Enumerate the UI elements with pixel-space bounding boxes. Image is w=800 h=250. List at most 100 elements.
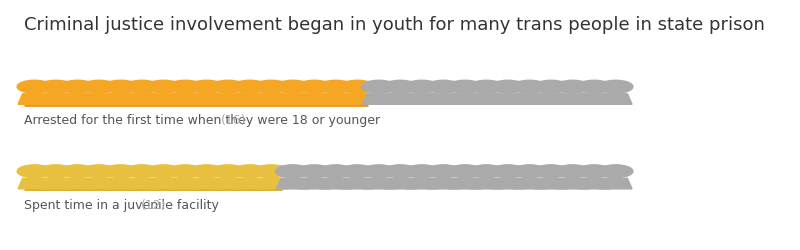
Polygon shape	[513, 94, 546, 104]
Polygon shape	[18, 178, 51, 189]
Circle shape	[340, 165, 374, 178]
Circle shape	[168, 80, 202, 93]
Circle shape	[469, 80, 504, 93]
Circle shape	[447, 165, 482, 178]
Polygon shape	[147, 178, 180, 189]
Circle shape	[211, 80, 246, 93]
Polygon shape	[39, 178, 73, 189]
Circle shape	[512, 165, 547, 178]
Circle shape	[103, 80, 138, 93]
Polygon shape	[104, 94, 137, 104]
Polygon shape	[61, 178, 94, 189]
Polygon shape	[234, 94, 266, 104]
Circle shape	[17, 80, 52, 93]
Polygon shape	[341, 94, 374, 104]
Circle shape	[232, 165, 267, 178]
Circle shape	[125, 80, 159, 93]
Polygon shape	[255, 178, 288, 189]
Circle shape	[275, 165, 310, 178]
Polygon shape	[384, 178, 417, 189]
Circle shape	[190, 80, 224, 93]
Polygon shape	[104, 178, 137, 189]
Polygon shape	[362, 94, 395, 104]
Circle shape	[254, 165, 289, 178]
Circle shape	[340, 80, 374, 93]
Polygon shape	[578, 94, 610, 104]
Polygon shape	[126, 94, 158, 104]
Circle shape	[297, 80, 332, 93]
Circle shape	[490, 80, 526, 93]
Polygon shape	[298, 178, 330, 189]
Circle shape	[512, 80, 547, 93]
Polygon shape	[449, 94, 482, 104]
Circle shape	[383, 80, 418, 93]
Circle shape	[426, 165, 461, 178]
Circle shape	[190, 165, 224, 178]
Polygon shape	[470, 178, 503, 189]
Text: Criminal justice involvement began in youth for many trans people in state priso: Criminal justice involvement began in yo…	[24, 16, 765, 34]
Circle shape	[146, 165, 181, 178]
Polygon shape	[556, 178, 589, 189]
Polygon shape	[513, 178, 546, 189]
Circle shape	[577, 165, 611, 178]
Polygon shape	[61, 94, 94, 104]
Circle shape	[577, 80, 611, 93]
Polygon shape	[18, 94, 51, 104]
Circle shape	[426, 80, 461, 93]
Circle shape	[555, 165, 590, 178]
Polygon shape	[406, 94, 438, 104]
Circle shape	[318, 165, 353, 178]
Circle shape	[383, 165, 418, 178]
Circle shape	[103, 165, 138, 178]
Polygon shape	[362, 178, 395, 189]
Polygon shape	[406, 178, 438, 189]
Circle shape	[211, 165, 246, 178]
Circle shape	[168, 165, 202, 178]
Polygon shape	[556, 94, 589, 104]
Polygon shape	[491, 94, 525, 104]
Circle shape	[534, 80, 568, 93]
Circle shape	[82, 80, 117, 93]
Text: (12): (12)	[141, 199, 166, 212]
Polygon shape	[470, 94, 503, 104]
Circle shape	[362, 165, 396, 178]
Circle shape	[297, 165, 332, 178]
Circle shape	[60, 165, 95, 178]
Text: Arrested for the first time when they were 18 or younger: Arrested for the first time when they we…	[24, 114, 380, 128]
Circle shape	[232, 80, 267, 93]
Polygon shape	[126, 178, 158, 189]
Polygon shape	[578, 178, 610, 189]
Polygon shape	[276, 178, 309, 189]
Polygon shape	[169, 94, 202, 104]
Polygon shape	[39, 94, 73, 104]
Polygon shape	[491, 178, 525, 189]
Polygon shape	[599, 178, 632, 189]
Circle shape	[318, 80, 353, 93]
Polygon shape	[234, 178, 266, 189]
Polygon shape	[190, 178, 223, 189]
Circle shape	[447, 80, 482, 93]
Circle shape	[82, 165, 117, 178]
Circle shape	[555, 80, 590, 93]
Polygon shape	[341, 178, 374, 189]
Polygon shape	[449, 178, 482, 189]
Circle shape	[60, 80, 95, 93]
Circle shape	[405, 165, 439, 178]
Polygon shape	[169, 178, 202, 189]
Polygon shape	[190, 94, 223, 104]
Circle shape	[38, 165, 74, 178]
Circle shape	[254, 80, 289, 93]
Polygon shape	[82, 94, 115, 104]
Polygon shape	[427, 178, 460, 189]
Polygon shape	[276, 94, 309, 104]
Polygon shape	[255, 94, 288, 104]
Circle shape	[38, 80, 74, 93]
Circle shape	[146, 80, 181, 93]
Circle shape	[125, 165, 159, 178]
Polygon shape	[427, 94, 460, 104]
Polygon shape	[319, 178, 352, 189]
Circle shape	[598, 80, 633, 93]
Polygon shape	[82, 178, 115, 189]
Polygon shape	[298, 94, 330, 104]
Polygon shape	[212, 94, 245, 104]
